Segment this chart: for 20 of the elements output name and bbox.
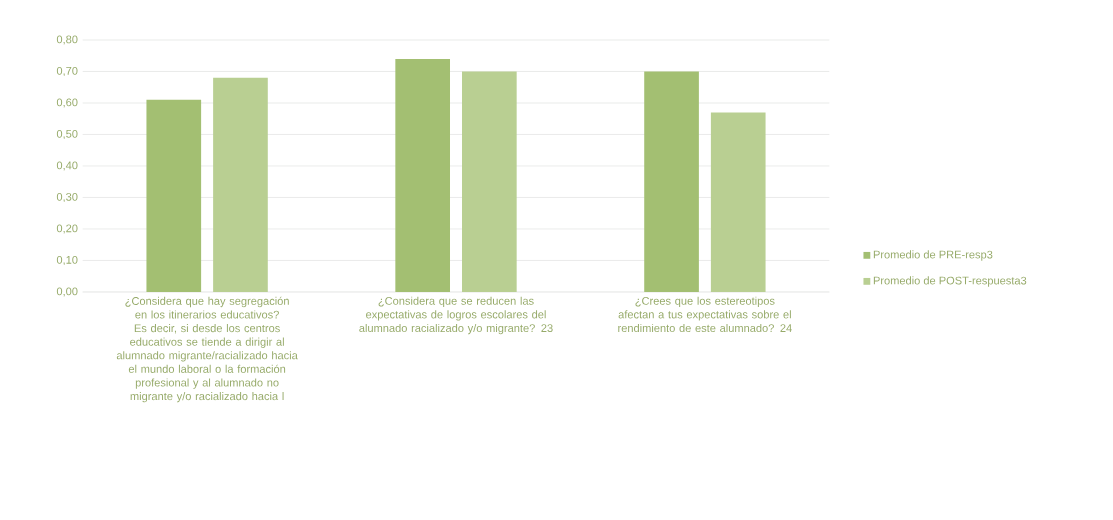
y-tick-label: 0,00 xyxy=(56,287,78,297)
bar xyxy=(644,71,699,292)
y-tick-label: 0,60 xyxy=(56,98,78,108)
bar xyxy=(146,99,202,292)
legend-label: Promedio de PRE-resp3 xyxy=(873,250,993,261)
y-tick-label: 0,10 xyxy=(56,255,78,266)
legend-label: Promedio de POST-respuesta3 xyxy=(873,276,1027,287)
y-tick-label: 0,50 xyxy=(56,129,78,140)
bar xyxy=(710,112,766,292)
y-tick-label: 0,70 xyxy=(56,66,78,77)
x-tick-label: ¿Considera que hay segregación en los itinerarios educativos? Es decir, si desde los centros educativos se tiende a dirigir al alumnado migrante/racializado hacia el mundo laboral o la formación profesional y al alumnado no migrante y/o racializado hacia l xyxy=(116,296,298,403)
y-tick-label: 0,20 xyxy=(56,224,78,234)
bar xyxy=(395,58,451,292)
x-tick-label: ¿Considera que se reducen las expectativas de logros escolares del alumnado racializado y/o migrante? 23 xyxy=(359,296,553,335)
y-tick-label: 0,40 xyxy=(56,161,78,171)
x-tick-label: ¿Crees que los estereotipos afectan a tus expectativas sobre el rendimiento de este alumnado? 24 xyxy=(618,296,792,333)
y-tick-label: 0,30 xyxy=(56,192,78,203)
y-tick-label: 0,80 xyxy=(56,35,78,45)
bar xyxy=(213,77,268,292)
bar xyxy=(462,71,517,292)
